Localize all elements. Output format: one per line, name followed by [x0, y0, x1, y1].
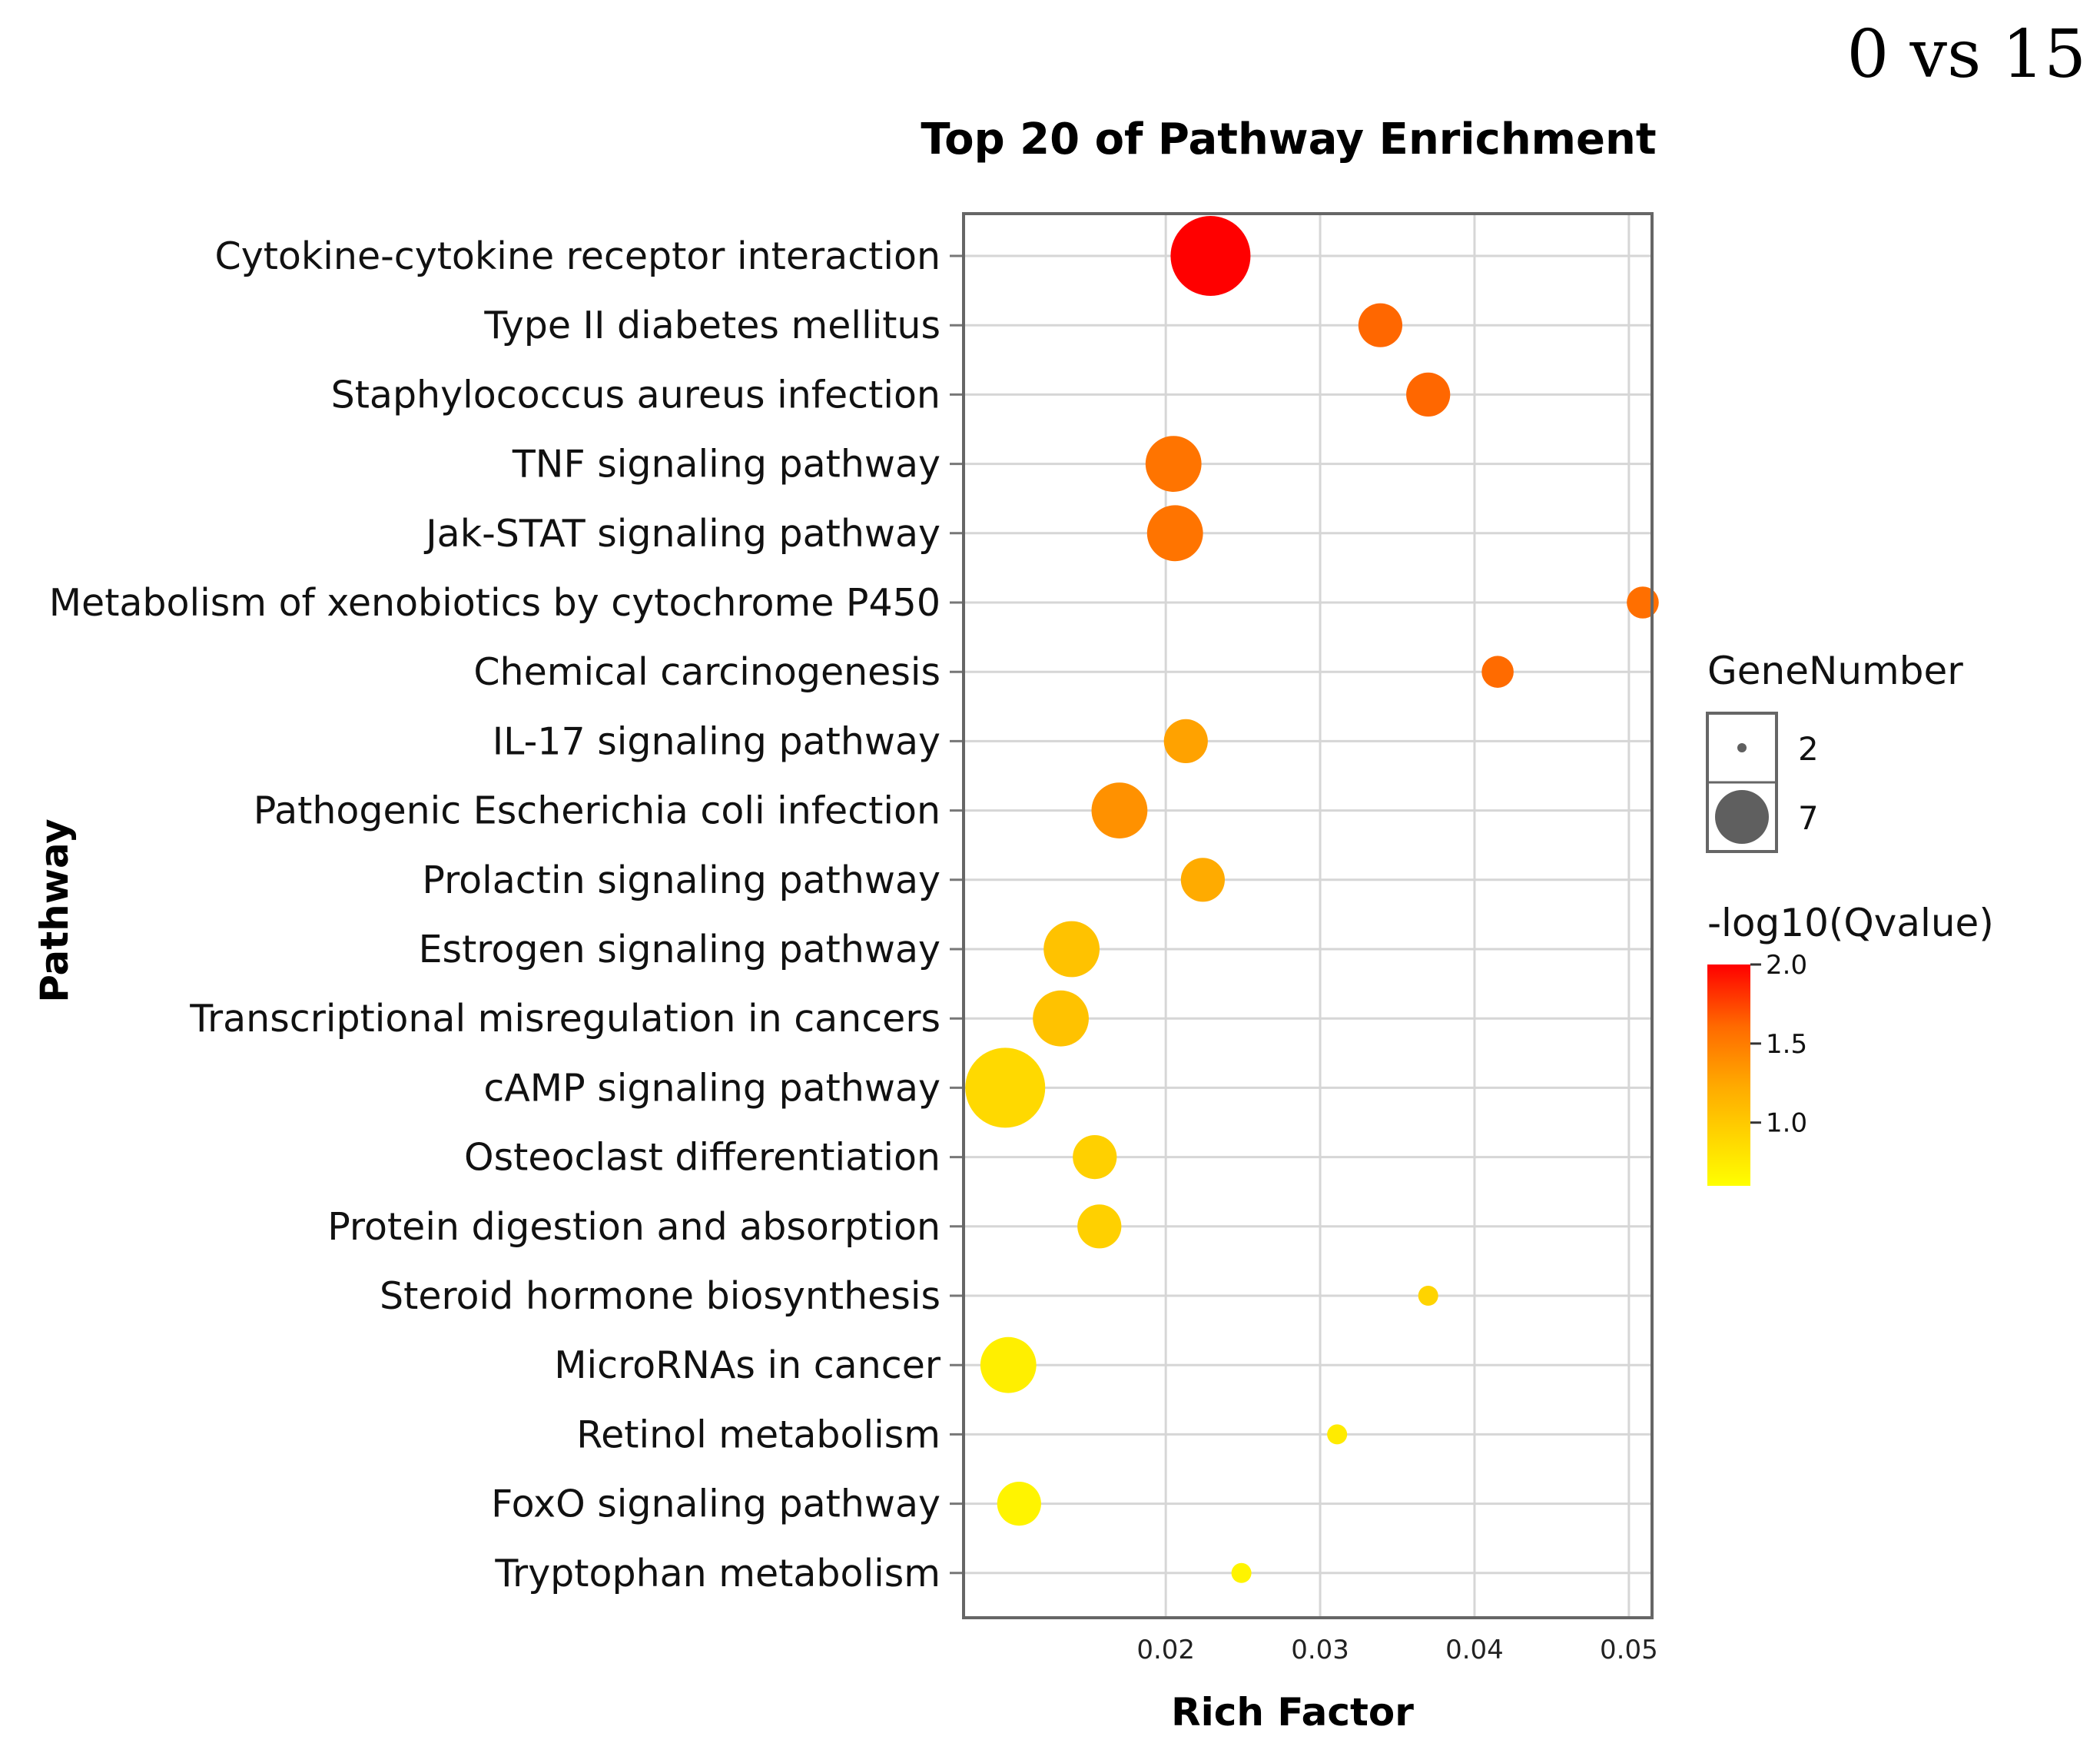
- size-legend-title: GeneNumber: [1707, 649, 1963, 693]
- category-label: Estrogen signaling pathway: [419, 928, 941, 971]
- data-point: [1627, 586, 1659, 619]
- data-point: [1145, 436, 1202, 492]
- category-label: Prolactin signaling pathway: [422, 858, 941, 902]
- data-point: [1146, 505, 1203, 562]
- data-point: [1091, 782, 1148, 838]
- color-legend-title: -log10(Qvalue): [1707, 901, 1994, 945]
- color-bar-ticks: 2.0 1.5 1.0: [1750, 950, 1807, 1139]
- data-point: [1180, 858, 1225, 902]
- data-point: [1231, 1562, 1252, 1583]
- category-label: Cytokine-cytokine receptor interaction: [215, 234, 941, 278]
- size-legend: GeneNumber 27: [1706, 649, 1963, 853]
- data-point: [980, 1336, 1037, 1393]
- data-point: [1327, 1424, 1348, 1445]
- category-label: IL-17 signaling pathway: [493, 719, 941, 763]
- color-bar-tick-label: 2.0: [1766, 950, 1807, 981]
- category-label: FoxO signaling pathway: [491, 1482, 941, 1526]
- data-point: [1481, 656, 1514, 688]
- y-axis-label: Pathway: [32, 818, 77, 1003]
- data-point: [1077, 1204, 1122, 1249]
- plot-frame: [962, 212, 1654, 1619]
- data-point: [1073, 1135, 1117, 1180]
- category-label: Pathogenic Escherichia coli infection: [254, 789, 941, 833]
- data-points: [965, 216, 1659, 1583]
- data-point: [1170, 216, 1251, 296]
- category-label: cAMP signaling pathway: [483, 1066, 941, 1110]
- data-point: [1418, 1286, 1438, 1306]
- x-axis-ticks: 0.02 0.03 0.04 0.05: [1136, 1635, 1657, 1665]
- category-label: MicroRNAs in cancer: [554, 1343, 941, 1387]
- category-label: Tryptophan metabolism: [494, 1552, 941, 1595]
- chart-title: Top 20 of Pathway Enrichment: [921, 115, 1656, 164]
- data-point: [1033, 990, 1089, 1047]
- color-bar-tick-label: 1.5: [1766, 1029, 1807, 1060]
- x-tick-label: 0.03: [1291, 1635, 1349, 1665]
- data-point: [997, 1482, 1041, 1526]
- data-point: [1358, 303, 1403, 347]
- category-label: Protein digestion and absorption: [327, 1205, 941, 1249]
- category-label: Type II diabetes mellitus: [483, 304, 941, 347]
- category-label: Jak-STAT signaling pathway: [423, 512, 941, 556]
- color-bar: [1707, 964, 1750, 1186]
- data-point: [1406, 372, 1451, 417]
- category-label: Retinol metabolism: [576, 1413, 941, 1456]
- category-label: Steroid hormone biosynthesis: [380, 1274, 941, 1318]
- size-legend-label: 2: [1798, 730, 1819, 768]
- data-point: [965, 1047, 1046, 1128]
- category-label: TNF signaling pathway: [512, 443, 941, 486]
- x-tick-label: 0.05: [1600, 1635, 1658, 1665]
- category-label: Transcriptional misregulation in cancers: [189, 997, 941, 1041]
- x-axis-label: Rich Factor: [1171, 1690, 1414, 1735]
- category-label: Osteoclast differentiation: [464, 1136, 941, 1180]
- size-legend-circle: [1715, 790, 1769, 844]
- category-labels: Cytokine-cytokine receptor interaction Ty…: [49, 234, 941, 1595]
- size-legend-circle: [1737, 743, 1747, 752]
- size-legend-entries: 27: [1715, 730, 1819, 844]
- data-point: [1163, 719, 1208, 764]
- category-label: Metabolism of xenobiotics by cytochrome …: [49, 581, 941, 625]
- figure-panel-label: 0 vs 15: [1846, 16, 2086, 93]
- x-tick-label: 0.02: [1136, 1635, 1195, 1665]
- grid-lines: [950, 214, 1652, 1618]
- x-tick-label: 0.04: [1445, 1635, 1504, 1665]
- color-legend: -log10(Qvalue) 2.0 1.5 1.0: [1707, 901, 1994, 1186]
- category-label: Chemical carcinogenesis: [473, 650, 941, 694]
- category-label: Staphylococcus aureus infection: [331, 373, 941, 417]
- size-legend-label: 7: [1798, 799, 1819, 837]
- color-bar-tick-label: 1.0: [1766, 1108, 1807, 1139]
- data-point: [1043, 921, 1100, 978]
